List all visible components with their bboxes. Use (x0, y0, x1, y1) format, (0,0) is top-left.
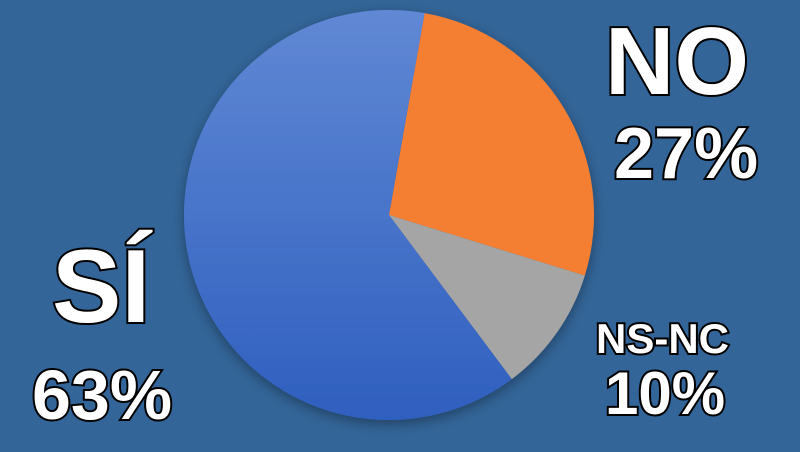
value-ns-nc: 10% (603, 360, 727, 427)
pie-slice-s- (184, 10, 512, 420)
pie-slice-no (389, 13, 594, 276)
label-si: SÍ (50, 229, 152, 345)
pie-slice-ns-nc (389, 215, 585, 380)
value-si: 63% (30, 356, 174, 434)
value-no: 27% (612, 114, 760, 194)
label-no: NO (603, 8, 751, 115)
label-ns-nc: NS-NC (594, 315, 731, 362)
